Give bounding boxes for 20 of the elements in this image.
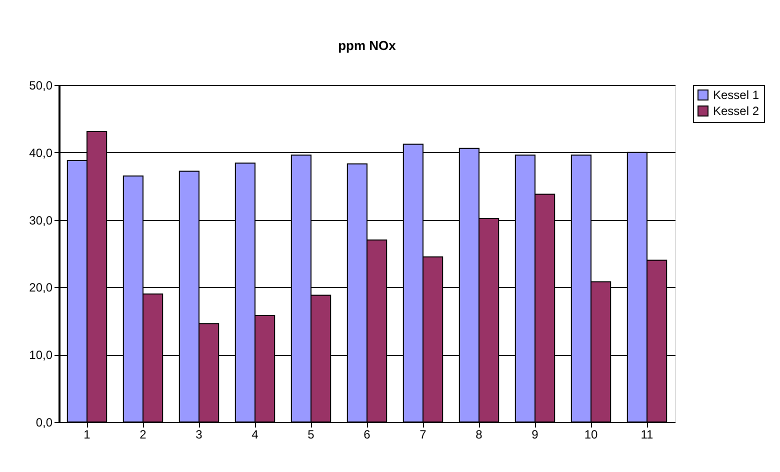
y-tick-label: 30,0 <box>29 213 53 228</box>
x-tick-label: 3 <box>196 428 203 442</box>
legend-label: Kessel 2 <box>713 104 760 118</box>
y-tick-label: 40,0 <box>29 146 53 160</box>
x-tick-label: 10 <box>584 428 598 442</box>
x-tick-label: 8 <box>476 428 483 442</box>
x-tick-label: 4 <box>252 428 259 442</box>
x-tick-label: 1 <box>84 428 91 442</box>
y-tick-label: 10,0 <box>29 348 53 362</box>
y-tick-label: 20,0 <box>29 280 53 295</box>
x-tick-label: 9 <box>532 428 539 442</box>
legend-label: Kessel 1 <box>713 88 760 102</box>
y-tick-label: 0,0 <box>36 416 53 430</box>
chart-title: ppm NOx <box>338 38 397 53</box>
x-tick-label: 11 <box>640 428 654 442</box>
y-tick-label: 50,0 <box>29 78 53 92</box>
x-tick-label: 6 <box>364 428 371 442</box>
x-tick-label: 7 <box>420 428 427 442</box>
x-tick-label: 2 <box>140 428 147 442</box>
x-tick-label: 5 <box>308 428 315 442</box>
